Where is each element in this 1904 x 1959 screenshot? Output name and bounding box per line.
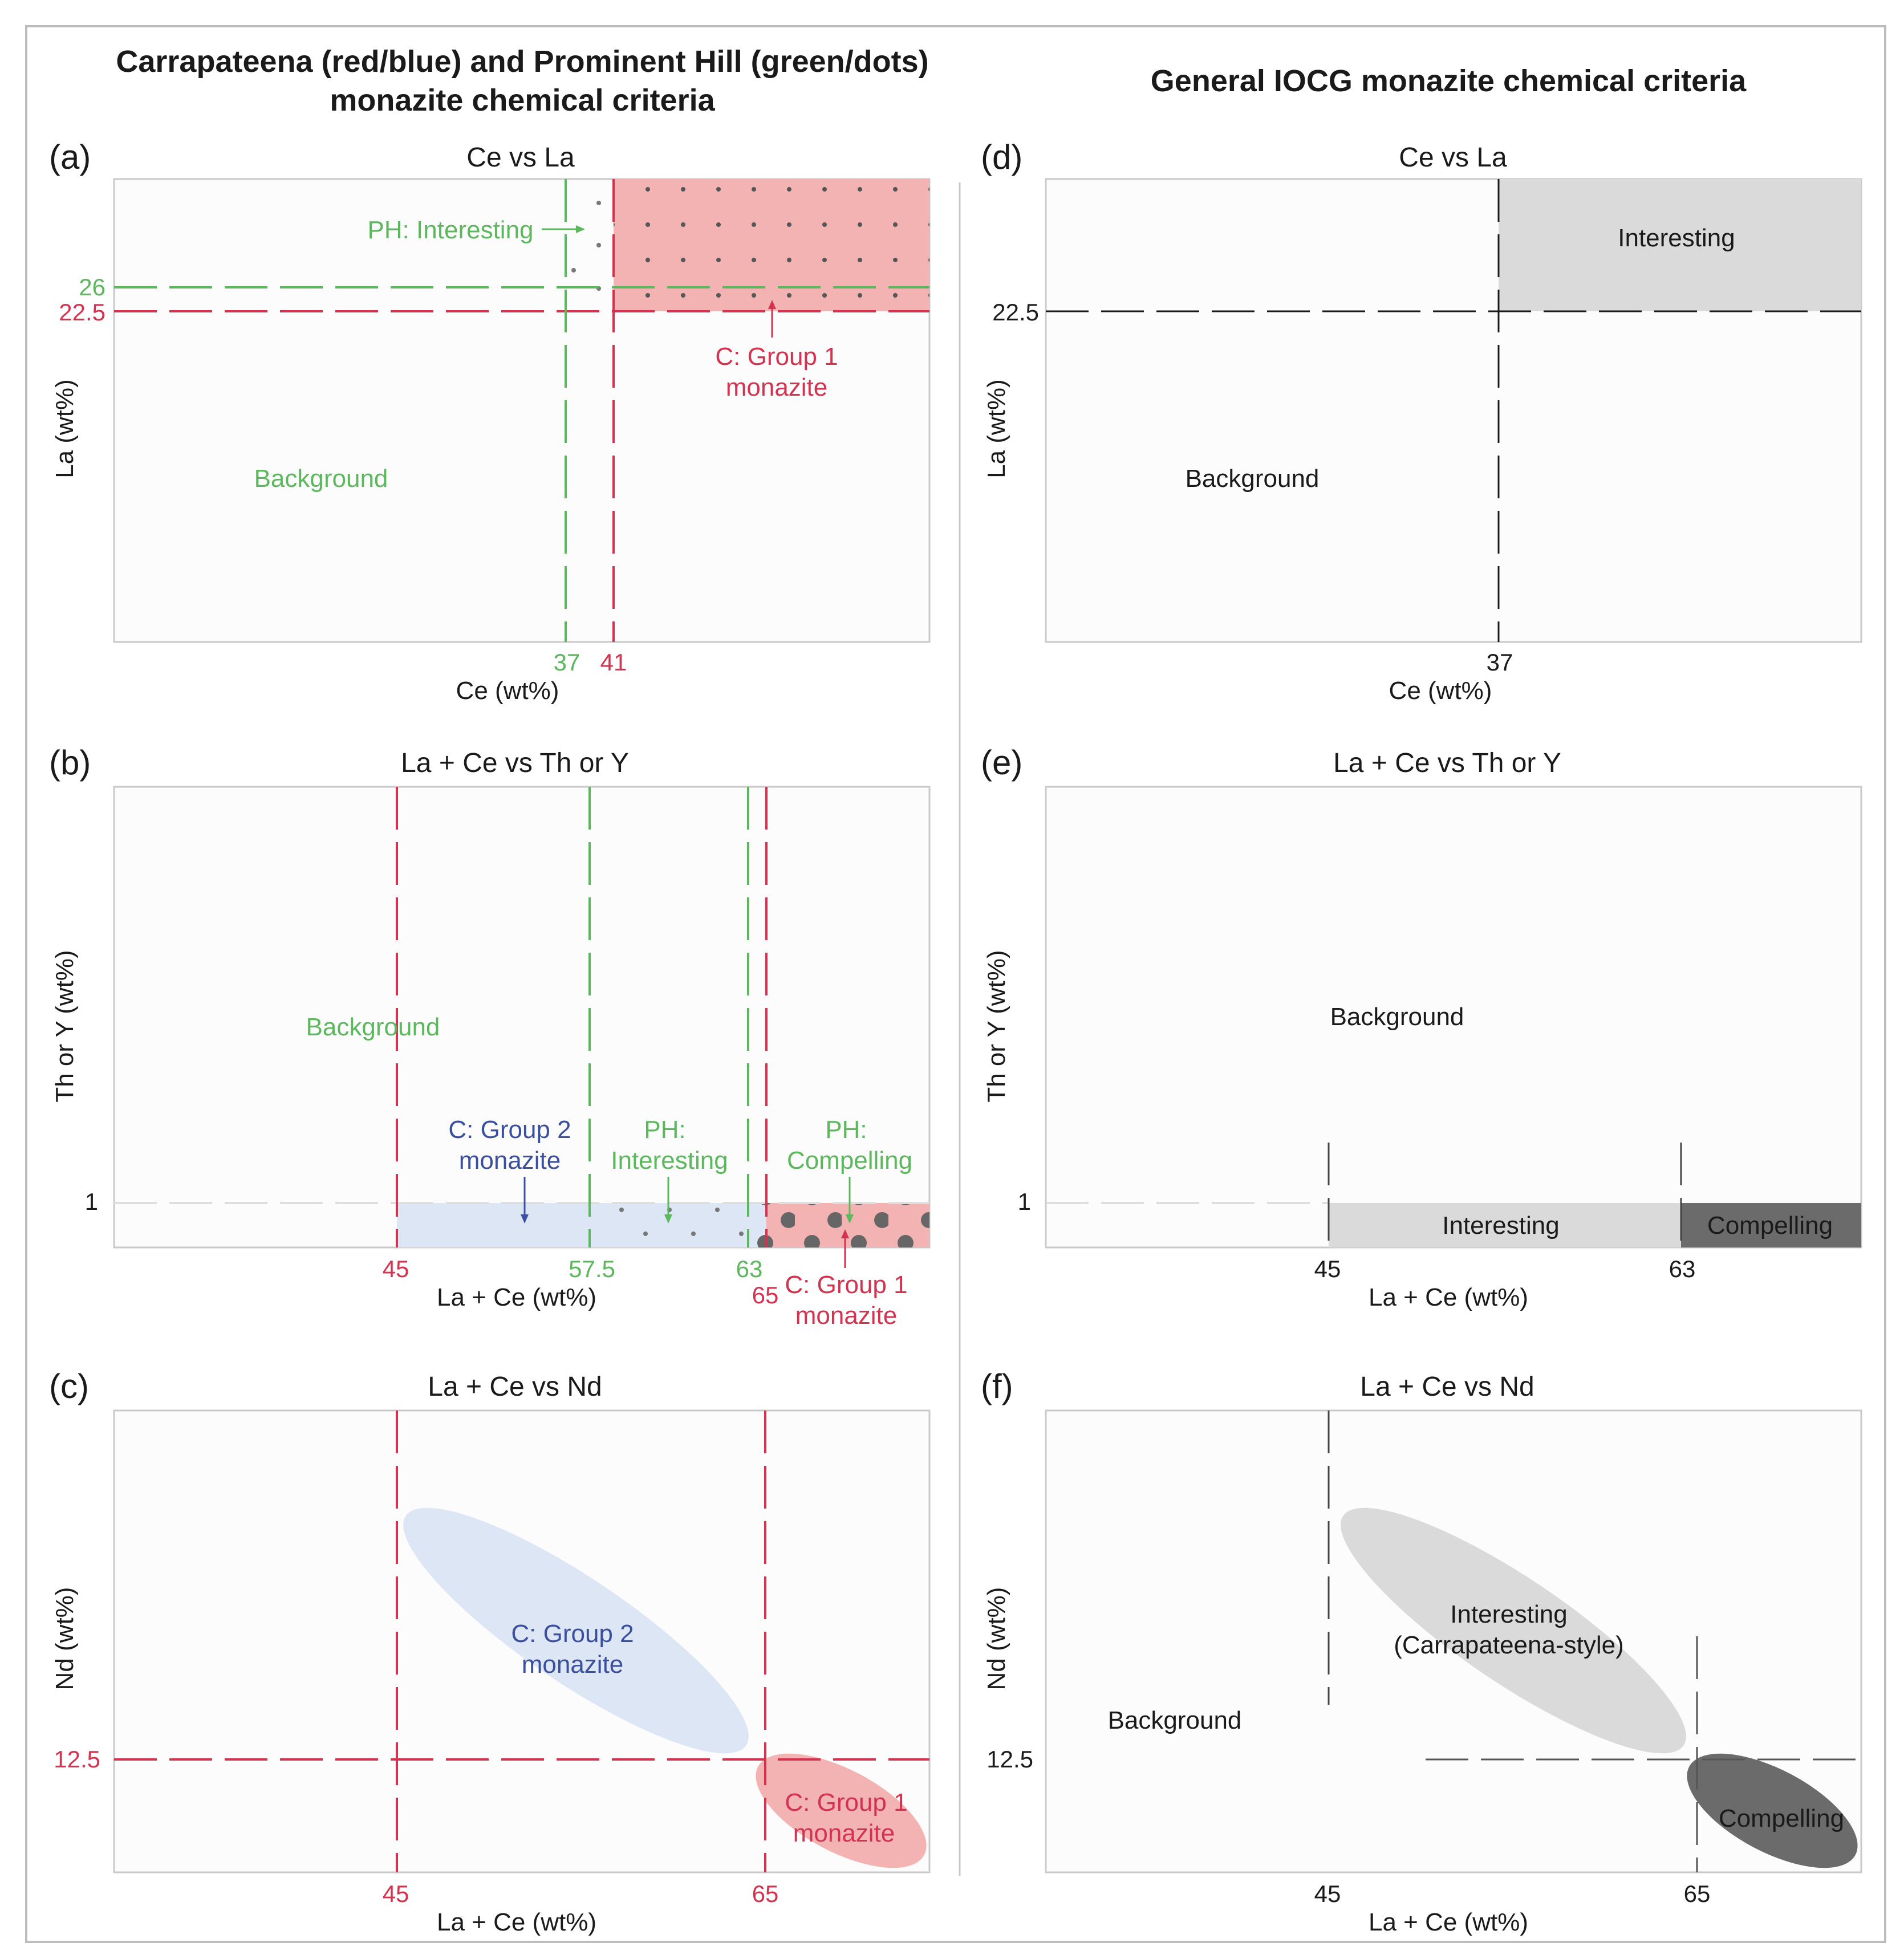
panel-f-xlabel: La + Ce (wt%) [1369, 1908, 1528, 1936]
panel-e-interesting-label: Interesting [1442, 1212, 1559, 1239]
panel-e-title: La + Ce vs Th or Y [1333, 748, 1561, 778]
panel-e-interesting-region [1329, 1203, 1681, 1247]
panel-c-xlabel: La + Ce (wt%) [437, 1908, 596, 1936]
panel-f-tick-65: 65 [1684, 1880, 1711, 1907]
panel-c-title: La + Ce vs Nd [428, 1372, 602, 1402]
panel-d-xlabel: Ce (wt%) [1389, 677, 1492, 705]
panel-c: (c) La + Ce vs Nd 12.5 45 65 La + Ce (wt… [49, 1367, 931, 1936]
panel-b: (b) La + Ce vs Th or Y 1 45 57.5 63 65 L… [49, 743, 931, 1330]
panel-a-group1-label-2: monazite [726, 373, 828, 401]
panel-e: (e) La + Ce vs Th or Y 1 45 63 La + Ce (… [981, 743, 1862, 1311]
panel-a-background-label: Background [254, 465, 388, 493]
panel-c-group2-label-2: monazite [522, 1651, 624, 1678]
panel-c-tick-12-5: 12.5 [54, 1746, 100, 1773]
panel-b-background-label: Background [306, 1013, 440, 1041]
panel-a-xlabel: Ce (wt%) [456, 677, 559, 705]
panel-f-interesting-label-2: (Carrapateena-style) [1394, 1631, 1624, 1659]
panel-d-background-label: Background [1186, 465, 1320, 493]
panel-d-label: (d) [981, 138, 1022, 176]
left-header-line2: monazite chemical criteria [330, 83, 715, 117]
panel-b-group2-label-1: C: Group 2 [448, 1116, 571, 1144]
panel-f-tick-45: 45 [1314, 1880, 1341, 1907]
panel-d-tick-37: 37 [1487, 649, 1513, 676]
panel-b-ph-compelling-dots [749, 1203, 929, 1247]
panel-c-tick-65: 65 [752, 1880, 779, 1907]
panel-b-group1-label-1: C: Group 1 [785, 1271, 907, 1299]
panel-b-ph-compelling-label-1: PH: [825, 1116, 867, 1144]
panel-c-ylabel: Nd (wt%) [51, 1587, 79, 1690]
panel-b-group1-label-2: monazite [795, 1302, 898, 1330]
panel-b-label: (b) [49, 743, 91, 782]
panel-a-tick-37: 37 [554, 649, 580, 676]
panel-e-ylabel: Th or Y (wt%) [983, 950, 1010, 1102]
panel-b-tick-63: 63 [736, 1255, 763, 1282]
panel-b-title: La + Ce vs Th or Y [401, 748, 629, 778]
outer-frame [25, 25, 1886, 1943]
panel-d: (d) Ce vs La 22.5 37 Ce (wt%) La (wt%) I… [981, 138, 1862, 705]
panel-f-compelling-label: Compelling [1719, 1804, 1844, 1832]
panel-f-compelling-ellipse [1687, 1753, 1858, 1868]
panel-b-ph-interesting-label-1: PH: [644, 1116, 685, 1144]
panel-f-interesting-label-1: Interesting [1450, 1600, 1567, 1628]
panel-c-group2-label-1: C: Group 2 [511, 1620, 634, 1648]
panel-e-background-label: Background [1330, 1003, 1464, 1031]
panel-d-tick-22-5: 22.5 [992, 299, 1039, 326]
panel-f-interesting-ellipse [1341, 1507, 1686, 1754]
panel-f-label: (f) [981, 1367, 1013, 1405]
panel-b-tick-45: 45 [383, 1255, 409, 1282]
panel-f-title: La + Ce vs Nd [1360, 1372, 1534, 1402]
panel-d-interesting-label: Interesting [1618, 224, 1735, 252]
panel-c-group1-label-1: C: Group 1 [785, 1789, 907, 1816]
panel-a-ph-dots [614, 179, 929, 311]
panel-a-ylabel: La (wt%) [51, 379, 79, 478]
panel-e-tick-63: 63 [1669, 1255, 1696, 1282]
panel-a: (a) Ce vs La 26 22.5 37 41 Ce (wt%) La (… [49, 138, 931, 705]
panel-e-tick-1: 1 [1018, 1188, 1031, 1215]
panel-a-label: (a) [49, 138, 91, 176]
panel-b-tick-57-5: 57.5 [569, 1255, 615, 1282]
panel-b-plot-area [113, 786, 931, 1249]
panel-a-tick-41: 41 [600, 649, 627, 676]
panel-e-xlabel: La + Ce (wt%) [1369, 1283, 1528, 1311]
panel-b-ph-compelling-label-2: Compelling [787, 1147, 912, 1174]
panel-b-group2-label-2: monazite [459, 1147, 561, 1174]
panel-b-ph-interesting-label-2: Interesting [611, 1147, 728, 1174]
panel-f: (f) La + Ce vs Nd 12.5 45 65 La + Ce (wt… [981, 1367, 1862, 1936]
panel-f-tick-12-5: 12.5 [986, 1746, 1033, 1773]
panel-a-group1-label-1: C: Group 1 [715, 343, 838, 371]
panel-d-title: Ce vs La [1399, 143, 1507, 173]
panel-b-tick-65: 65 [752, 1282, 779, 1308]
panel-e-label: (e) [981, 743, 1022, 782]
panel-d-ylabel: La (wt%) [983, 379, 1010, 478]
panel-a-tick-26: 26 [79, 274, 105, 300]
panel-e-compelling-region [1681, 1203, 1861, 1247]
panel-b-tick-1: 1 [85, 1188, 98, 1215]
panel-a-tick-22-5: 22.5 [59, 299, 105, 326]
panel-b-group2-region [397, 1203, 766, 1247]
panel-f-ylabel: Nd (wt%) [983, 1587, 1010, 1690]
panel-c-group1-ellipse [756, 1753, 927, 1868]
panel-e-compelling-label: Compelling [1707, 1212, 1833, 1239]
panel-f-background-label: Background [1108, 1706, 1242, 1734]
panel-c-tick-45: 45 [383, 1880, 409, 1907]
panel-e-tick-45: 45 [1314, 1255, 1341, 1282]
panel-d-interesting-region [1499, 179, 1861, 311]
left-header-line1: Carrapateena (red/blue) and Prominent Hi… [116, 44, 928, 79]
panel-e-plot-area [1045, 786, 1862, 1249]
panel-b-xlabel: La + Ce (wt%) [437, 1283, 596, 1311]
panel-a-ph-interesting-label: PH: Interesting [367, 216, 533, 244]
right-header: General IOCG monazite chemical criteria [1151, 64, 1747, 98]
panel-c-label: (c) [49, 1367, 89, 1405]
panel-c-group2-ellipse [403, 1507, 749, 1754]
panel-a-title: Ce vs La [466, 143, 575, 173]
panel-b-ylabel: Th or Y (wt%) [51, 950, 79, 1102]
panel-c-group1-label-2: monazite [793, 1819, 895, 1847]
